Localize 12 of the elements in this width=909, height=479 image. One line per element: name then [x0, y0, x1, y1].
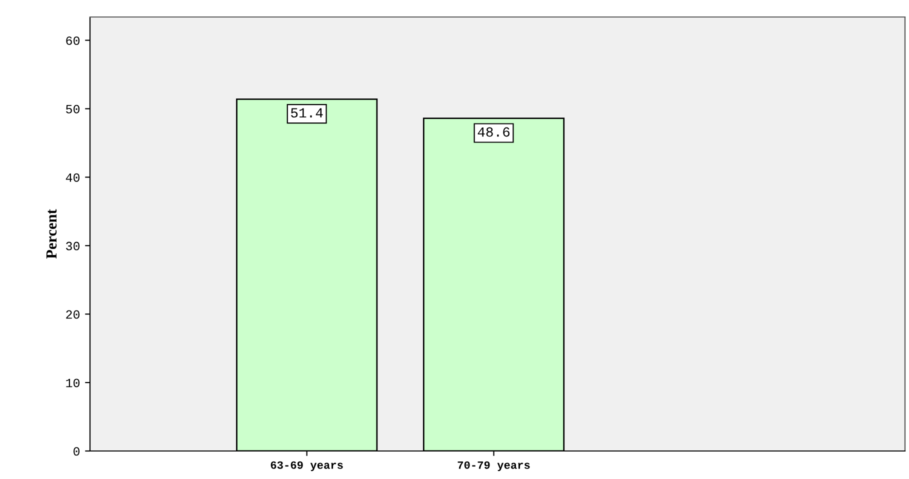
y-tick-label: 20 — [66, 310, 80, 319]
x-tick-label: 63-69 years — [270, 461, 343, 472]
data-label: 48.6 — [478, 127, 510, 137]
y-tick-label: 40 — [66, 173, 80, 182]
y-tick-label: 10 — [66, 378, 80, 388]
data-label: 51.4 — [291, 108, 323, 118]
y-tick-label: 30 — [66, 242, 80, 250]
y-tick-label: 60 — [66, 36, 80, 45]
x-tick-label: 70-79 years — [458, 461, 530, 472]
y-tick-label: 0 — [74, 447, 80, 456]
y-axis-title: Percent — [46, 209, 57, 259]
y-tick-label: 50 — [66, 104, 80, 114]
